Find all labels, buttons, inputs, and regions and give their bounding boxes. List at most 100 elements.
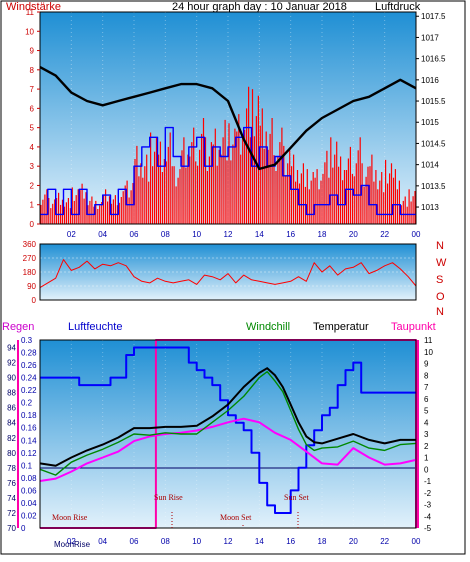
direction-tick-label: 0 (32, 296, 37, 305)
rain-tick-label: 0.14 (21, 436, 37, 445)
rain-tick-label: 0.06 (21, 486, 37, 495)
climate-axes: 0 0.02 0.04 0.06 0.08 0.1 0.12 0.14 0.16 0.18 0.2 0… (7, 336, 433, 546)
direction-label-n-bottom: N (436, 306, 444, 318)
direction-label-s: S (436, 274, 443, 286)
temp-tick-label: 11 (424, 336, 433, 345)
climate-time-tick-label: 20 (349, 537, 358, 546)
pressure-tick-label: 1014.5 (421, 139, 446, 148)
pressure-tick-label: 1015 (421, 118, 439, 127)
wind-strength-label: Windstärke (6, 1, 61, 13)
wind-direction-frame (39, 243, 417, 301)
wind-tick-label: 9 (30, 47, 35, 56)
climate-time-tick-label: 14 (255, 537, 264, 546)
time-tick-label: 10 (192, 230, 201, 239)
humidity-tick-label: 72 (7, 509, 16, 518)
moon-rise-bottom-label: MoonRise (54, 540, 91, 549)
direction-label-n-top: N (436, 240, 444, 252)
climate-time-tick-label: 00 (412, 537, 421, 546)
air-pressure-label: Luftdruck (375, 1, 421, 13)
climate-time-tick-label: 10 (192, 537, 201, 546)
wind-tick-label: 5 (30, 124, 35, 133)
rain-tick-label: 0.22 (21, 386, 37, 395)
temp-tick-label: 10 (424, 348, 433, 357)
temperature-series (39, 367, 416, 467)
wind-direction-axes: 0 90 180 270 360 (23, 240, 417, 305)
sun-set-label: Sun Set (284, 493, 309, 502)
humidity-tick-label: 88 (7, 389, 16, 398)
temp-tick-label: 9 (424, 360, 429, 369)
outer-border (0, 0, 466, 555)
rain-tick-label: 0.08 (21, 474, 37, 483)
sun-rise-label: Sun Rise (154, 493, 183, 502)
temp-tick-label: 0 (424, 465, 429, 474)
wind-tick-label: 3 (30, 162, 35, 171)
pressure-series (39, 66, 417, 171)
time-tick-label: 14 (255, 230, 264, 239)
humidity-tick-label: 92 (7, 359, 16, 368)
rain-tick-label: 0.24 (21, 374, 37, 383)
humidity-tick-label: 86 (7, 404, 16, 413)
pressure-tick-label: 1014 (421, 161, 439, 170)
climate-time-tick-label: 06 (130, 537, 139, 546)
time-tick-label: 02 (67, 230, 76, 239)
moon-rise-label: Moon Rise (52, 513, 88, 522)
humidity-label: Luftfeuchte (68, 321, 122, 333)
pressure-tick-label: 1013 (421, 203, 439, 212)
windchill-line (39, 371, 417, 476)
dewpoint-label: Taupunkt (391, 321, 436, 333)
temperature-line (39, 367, 416, 467)
pressure-tick-label: 1017 (421, 33, 439, 42)
wind-pressure-frame (39, 11, 417, 225)
climate-time-tick-label: 18 (318, 537, 327, 546)
climate-time-tick-label: 12 (224, 537, 233, 546)
time-tick-label: 18 (318, 230, 327, 239)
direction-tick-label: 360 (23, 240, 37, 249)
time-tick-label: 20 (349, 230, 358, 239)
temp-tick-label: 3 (424, 430, 429, 439)
climate-time-tick-label: 22 (380, 537, 389, 546)
direction-tick-label: 90 (27, 282, 36, 291)
wind-gust-series (40, 126, 416, 216)
wind-strength-series (40, 86, 416, 224)
wind-tick-label: 0 (30, 220, 35, 229)
wind-tick-label: 8 (30, 66, 35, 75)
wind-direction-series (39, 259, 417, 289)
rain-tick-label: 0.1 (21, 461, 33, 470)
time-tick-label: 16 (286, 230, 295, 239)
temperature-label: Temperatur (313, 321, 369, 333)
climate-time-tick-label: 16 (286, 537, 295, 546)
gust-line (40, 126, 416, 216)
direction-line (39, 259, 417, 289)
dewpoint-series (39, 417, 417, 482)
pressure-tick-label: 1017.5 (421, 12, 446, 21)
pressure-tick-label: 1013.5 (421, 182, 446, 191)
humidity-line (40, 346, 416, 514)
temp-tick-label: -4 (424, 512, 432, 521)
wind-direction-plot-area (40, 244, 416, 300)
wind-tick-label: 7 (30, 85, 35, 94)
temp-tick-label: 7 (424, 383, 429, 392)
temp-tick-label: 5 (424, 407, 429, 416)
humidity-tick-label: 84 (7, 419, 16, 428)
direction-label-w: W (436, 257, 447, 269)
time-tick-label: 04 (98, 230, 107, 239)
wind-tick-label: 1 (30, 201, 35, 210)
rain-label: Regen (2, 321, 34, 333)
rain-tick-label: 0.04 (21, 499, 37, 508)
pressure-tick-label: 1015.5 (421, 97, 446, 106)
temp-tick-label: -2 (424, 489, 432, 498)
wind-tick-label: 10 (25, 27, 34, 36)
temp-tick-label: 4 (424, 418, 429, 427)
wind-tick-label: 11 (26, 8, 35, 17)
climate-time-tick-label: 02 (67, 537, 76, 546)
dewpoint-line (39, 417, 417, 482)
rain-tick-label: 0.16 (21, 424, 37, 433)
time-tick-label: 12 (224, 230, 233, 239)
temp-tick-label: -3 (424, 501, 432, 510)
pressure-tick-label: 1016.5 (421, 55, 446, 64)
temp-tick-label: 2 (424, 442, 429, 451)
windchill-series (39, 371, 417, 476)
humidity-tick-label: 74 (7, 494, 16, 503)
chart-title: 24 hour graph day : 10 Januar 2018 (172, 1, 347, 13)
climate-frame (39, 339, 417, 529)
